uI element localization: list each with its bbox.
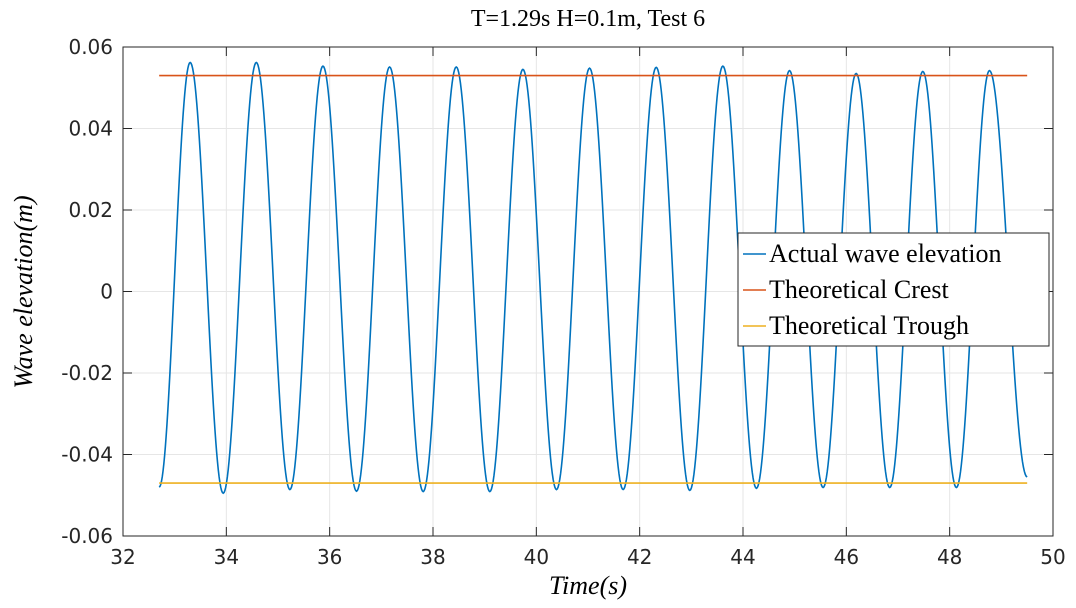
x-tick-label: 46 bbox=[834, 545, 859, 569]
legend: Actual wave elevation Theoretical Crest … bbox=[737, 232, 1050, 347]
x-tick-label: 34 bbox=[214, 545, 239, 569]
x-tick-labels: 32 34 36 38 40 42 44 46 48 50 bbox=[110, 545, 1065, 569]
y-tick-label: 0.06 bbox=[68, 35, 113, 59]
chart-title: T=1.29s H=0.1m, Test 6 bbox=[471, 6, 705, 32]
y-tick-label: -0.06 bbox=[61, 524, 113, 548]
y-tick-label: -0.04 bbox=[61, 443, 113, 467]
legend-box bbox=[737, 232, 1050, 347]
y-tick-label: 0 bbox=[100, 280, 113, 304]
x-tick-label: 36 bbox=[317, 545, 342, 569]
x-tick-label: 40 bbox=[524, 545, 549, 569]
x-tick-label: 44 bbox=[730, 545, 755, 569]
x-axis-label: Time(s) bbox=[549, 571, 627, 600]
series-actual-wave-elevation bbox=[158, 61, 1028, 495]
y-tick-label: 0.04 bbox=[68, 117, 113, 141]
x-tick-label: 38 bbox=[420, 545, 445, 569]
y-tick-label: 0.02 bbox=[68, 198, 113, 222]
legend-label-actual: Actual wave elevation bbox=[769, 239, 1001, 268]
y-tick-labels: 0.06 0.04 0.02 0 -0.02 -0.04 -0.06 bbox=[61, 35, 113, 548]
x-tick-label: 42 bbox=[627, 545, 652, 569]
series-layer bbox=[158, 61, 1028, 495]
x-tick-label: 50 bbox=[1040, 545, 1065, 569]
x-tick-label: 32 bbox=[110, 545, 135, 569]
y-axis-label: Wave elevation(m) bbox=[9, 195, 38, 388]
x-tick-label: 48 bbox=[937, 545, 962, 569]
legend-label-crest: Theoretical Crest bbox=[769, 275, 950, 304]
y-tick-label: -0.02 bbox=[61, 361, 113, 385]
axis-ticks bbox=[122, 46, 1054, 537]
legend-label-trough: Theoretical Trough bbox=[769, 311, 969, 340]
